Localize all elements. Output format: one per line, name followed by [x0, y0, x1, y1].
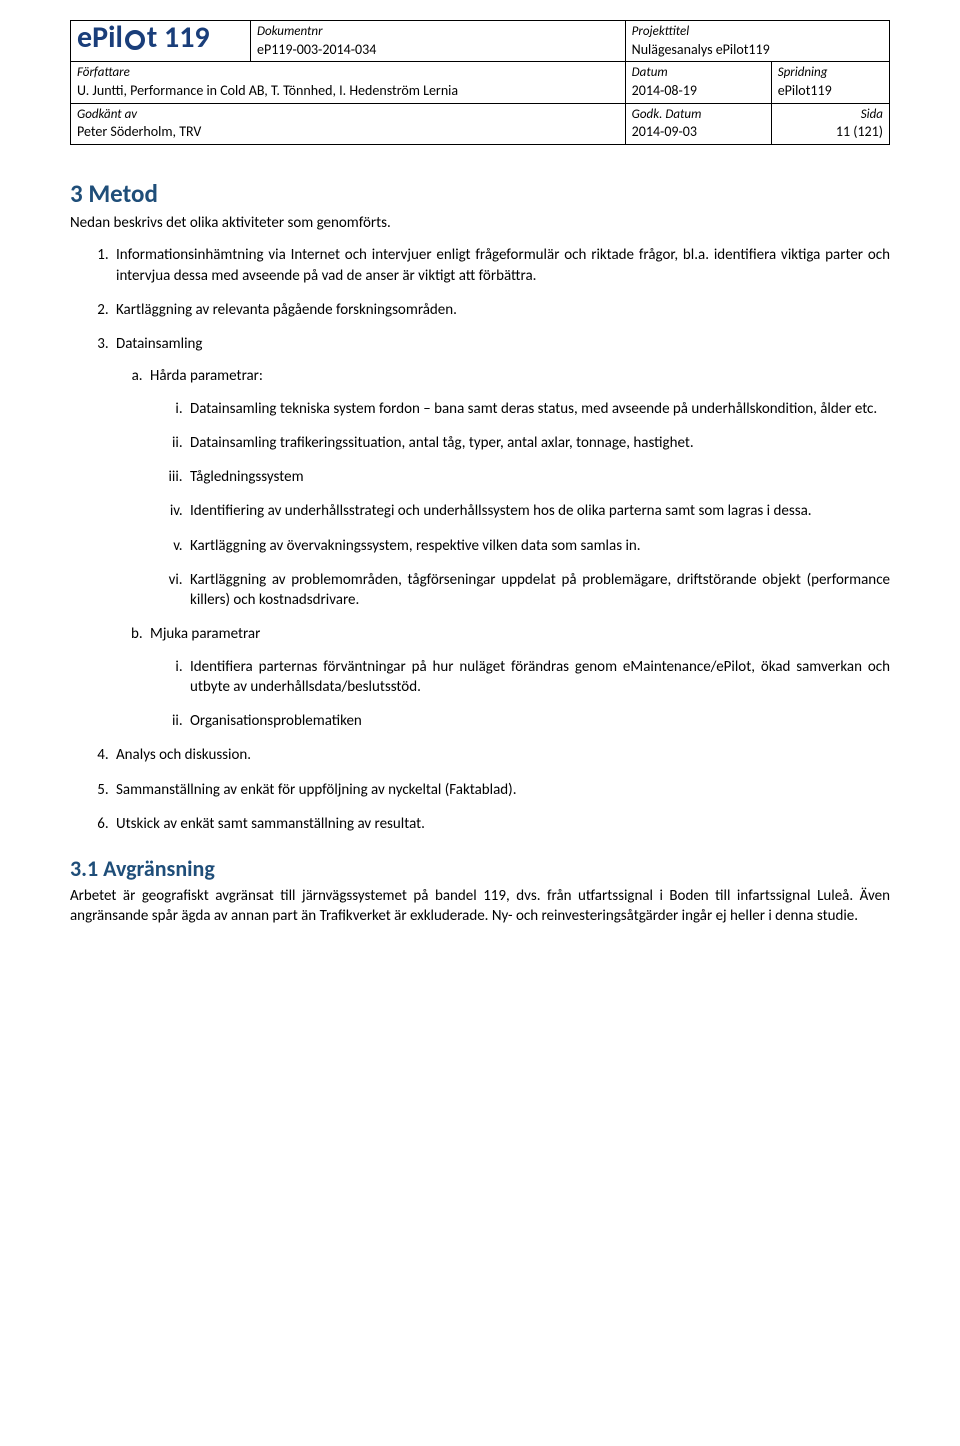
section-3-1-title: 3.1 Avgränsning	[70, 854, 890, 884]
method-item-6: Utskick av enkät samt sammanställning av…	[112, 814, 890, 834]
datum-label: Datum	[632, 64, 765, 82]
projekttitel-label: Projekttitel	[632, 23, 883, 41]
method-item-2: Kartläggning av relevanta pågående forsk…	[112, 300, 890, 320]
spridning-label: Spridning	[778, 64, 883, 82]
sida-cell: Sida 11 (121)	[771, 103, 889, 144]
sub-a: Hårda parametrar: Datainsamling tekniska…	[146, 366, 890, 610]
epilot-logo: ePilt 119	[77, 23, 244, 53]
forfattare-full-cell: Författare U. Juntti, Performance in Col…	[71, 62, 626, 103]
section-3-1-body: Arbetet är geografiskt avgränsat till jä…	[70, 886, 890, 927]
hard-param-2: Datainsamling trafikeringssituation, ant…	[186, 433, 890, 453]
sub-b-label: Mjuka parametrar	[150, 625, 260, 643]
godk-datum-label: Godk. Datum	[632, 106, 765, 124]
hard-param-6: Kartläggning av problemområden, tågförse…	[186, 570, 890, 611]
dokumentnr-value: eP119-003-2014-034	[257, 41, 619, 60]
soft-param-1: Identifiera parternas förväntningar på h…	[186, 657, 890, 698]
section-3-title: 3 Metod	[70, 177, 890, 211]
document-header-table: ePilt 119 Dokumentnr eP119-003-2014-034 …	[70, 20, 890, 145]
projekttitel-value: Nulägesanalys ePilot119	[632, 41, 883, 60]
method-item-4: Analys och diskussion.	[112, 745, 890, 765]
soft-param-2: Organisationsproblematiken	[186, 711, 890, 731]
method-item-3: Datainsamling Hårda parametrar: Datainsa…	[112, 334, 890, 731]
method-item-5: Sammanställning av enkät för uppföljning…	[112, 780, 890, 800]
godkant-av-value: Peter Söderholm, TRV	[77, 123, 619, 142]
logo-cell: ePilt 119	[71, 21, 251, 62]
forfattare-value: U. Juntti, Performance in Cold AB, T. Tö…	[77, 82, 619, 101]
sub-a-label: Hårda parametrar:	[150, 367, 263, 385]
hard-param-3: Tågledningssystem	[186, 467, 890, 487]
godkant-av-label: Godkänt av	[77, 106, 619, 124]
hard-param-4: Identifiering av underhållsstrategi och …	[186, 501, 890, 521]
godk-datum-cell: Godk. Datum 2014-09-03	[625, 103, 771, 144]
soft-params-list: Identifiera parternas förväntningar på h…	[150, 657, 890, 732]
spridning-value: ePilot119	[778, 82, 883, 101]
sida-value: 11 (121)	[778, 123, 883, 142]
godk-datum-value: 2014-09-03	[632, 123, 765, 142]
dokumentnr-cell: Dokumentnr eP119-003-2014-034	[251, 21, 626, 62]
godkant-av-cell: Godkänt av Peter Söderholm, TRV	[71, 103, 626, 144]
method-list: Informationsinhämtning via Internet och …	[70, 245, 890, 834]
sub-b: Mjuka parametrar Identifiera parternas f…	[146, 624, 890, 731]
method-item-3-label: Datainsamling	[116, 335, 202, 353]
projekttitel-cell: Projekttitel Nulägesanalys ePilot119	[625, 21, 889, 62]
hard-param-1: Datainsamling tekniska system fordon – b…	[186, 399, 890, 419]
spridning-cell: Spridning ePilot119	[771, 62, 889, 103]
hard-params-list: Datainsamling tekniska system fordon – b…	[150, 399, 890, 611]
method-item-1: Informationsinhämtning via Internet och …	[112, 245, 890, 286]
datainsamling-sublist: Hårda parametrar: Datainsamling tekniska…	[116, 366, 890, 731]
datum-value: 2014-08-19	[632, 82, 765, 101]
dokumentnr-label: Dokumentnr	[257, 23, 619, 41]
forfattare-label: Författare	[77, 64, 619, 82]
section-3-intro: Nedan beskrivs det olika aktiviteter som…	[70, 213, 890, 233]
datum-cell: Datum 2014-08-19	[625, 62, 771, 103]
sida-label: Sida	[778, 106, 883, 124]
hard-param-5: Kartläggning av övervakningssystem, resp…	[186, 536, 890, 556]
